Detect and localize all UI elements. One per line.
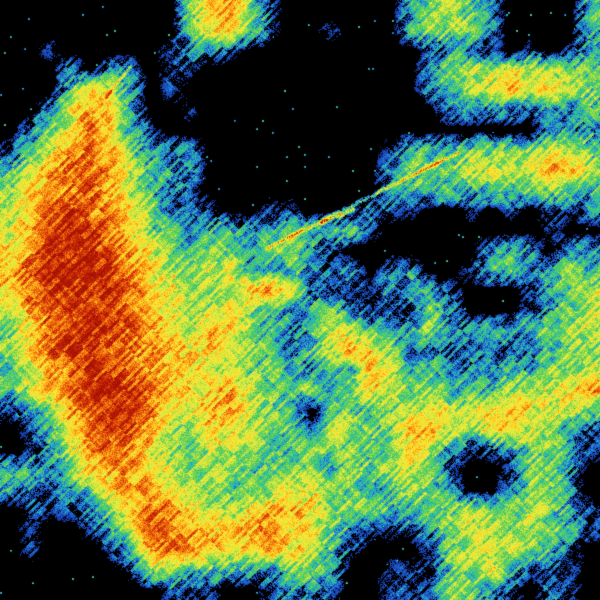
radar-display — [0, 0, 600, 600]
radar-reflectivity-canvas — [0, 0, 600, 600]
